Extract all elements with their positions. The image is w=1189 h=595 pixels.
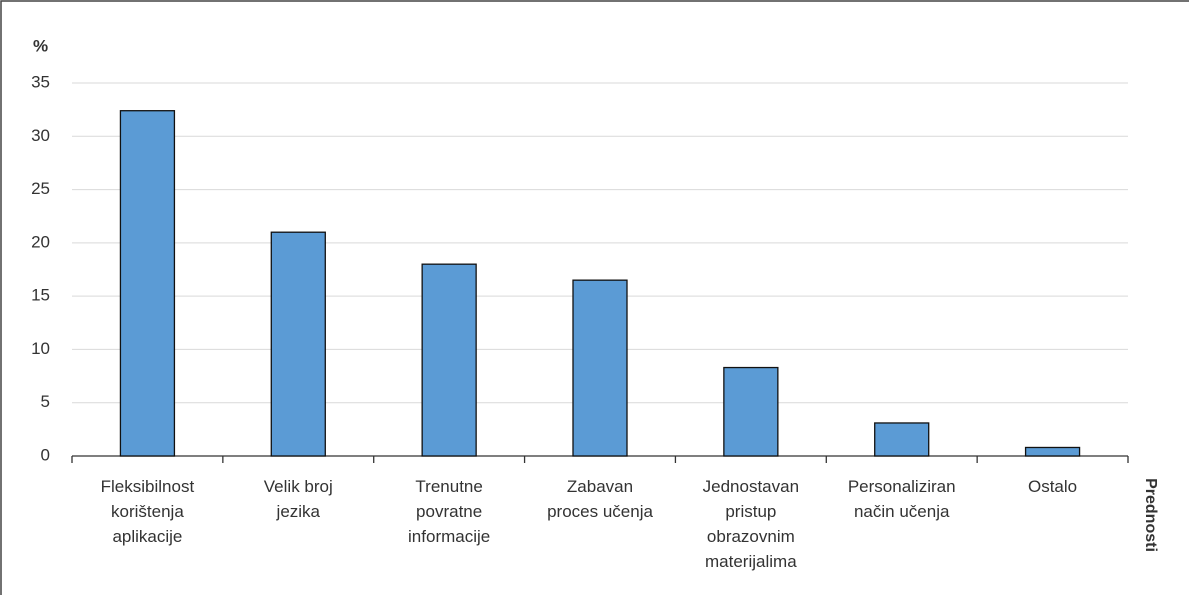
x-tick-label: Trenutne povratne informacije	[408, 477, 491, 546]
bar	[572, 279, 628, 457]
bar	[270, 231, 326, 457]
bar	[119, 110, 176, 457]
bar	[723, 366, 779, 457]
bar	[1024, 446, 1081, 457]
y-tick-label: 20	[31, 232, 50, 251]
y-tick-label: 25	[31, 179, 50, 198]
bar	[874, 422, 930, 457]
x-tick-label: Ostalo	[1027, 477, 1078, 496]
y-tick-label: 30	[31, 126, 50, 145]
x-tick-label: Zabavan proces učenja	[547, 477, 653, 521]
y-tick-label: 0	[41, 445, 50, 464]
x-axis-title: Prednosti	[1142, 478, 1159, 552]
x-tick-label: Personaliziran način učenja	[847, 477, 956, 521]
y-tick-label: 15	[31, 286, 50, 305]
y-tick-label: 5	[41, 392, 50, 411]
y-axis-title: %	[33, 36, 48, 55]
x-tick-label: Fleksibilnost korištenja aplikacije	[100, 477, 195, 546]
y-tick-label: 10	[31, 339, 50, 358]
x-tick-label: Jednostavan pristup obrazovnim materijal…	[702, 477, 800, 571]
bar	[421, 263, 477, 457]
x-tick-label: Velik broj jezika	[263, 477, 333, 521]
y-tick-label: 35	[31, 72, 50, 91]
